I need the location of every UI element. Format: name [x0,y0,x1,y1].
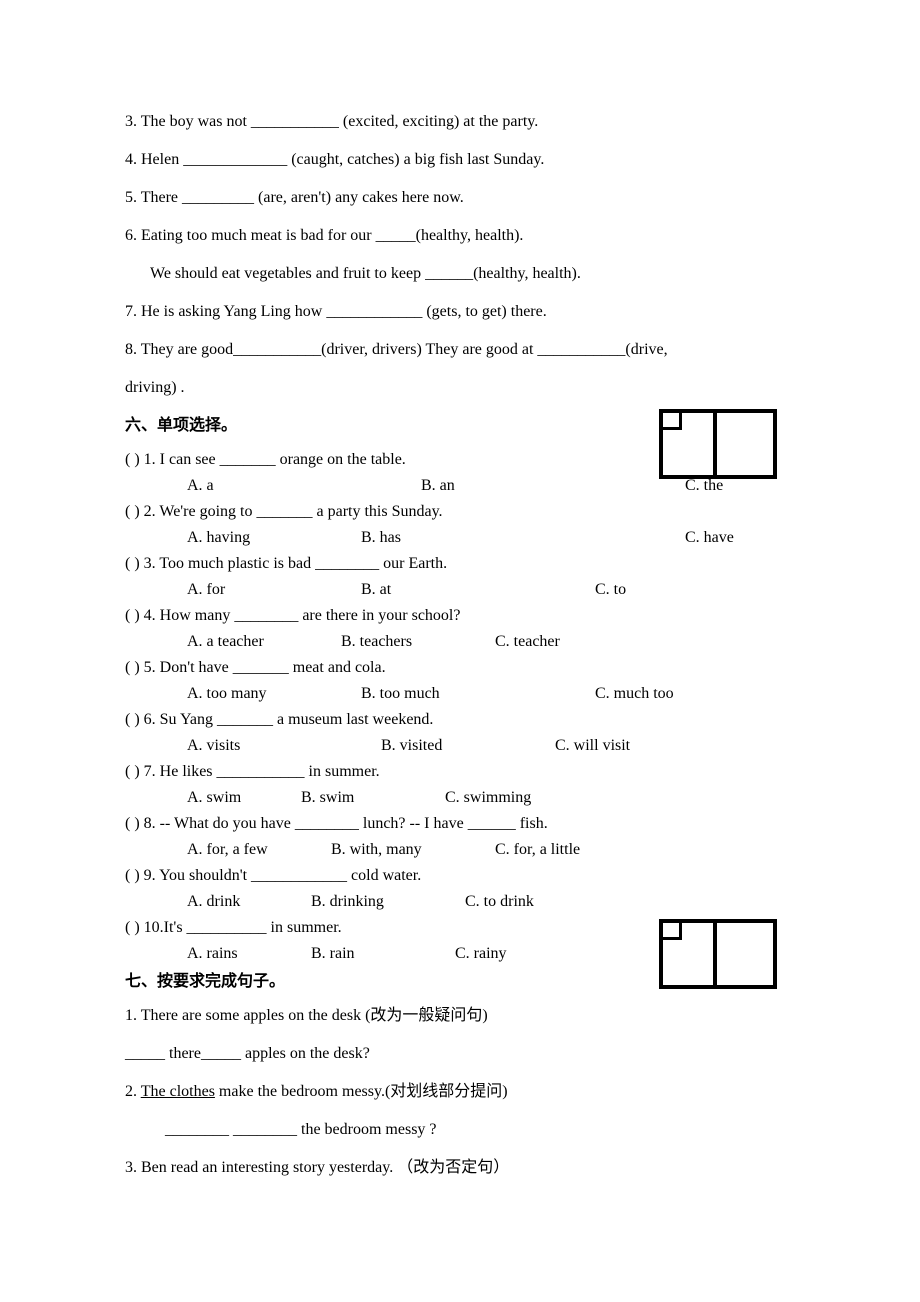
q7-3: 3. Ben read an interesting story yesterd… [125,1156,795,1180]
q5-6a: 6. Eating too much meat is bad for our _… [125,224,795,248]
q6-4-opts: A. a teacher B. teachers C. teacher [125,630,795,654]
q5-5: 5. There _________ (are, aren't) any cak… [125,186,795,210]
q6-6-stem: ( ) 6. Su Yang _______ a museum last wee… [125,708,795,732]
score-box-1-outer [659,409,777,479]
q6-3-a: A. for [187,578,357,602]
q6-7-opts: A. swim B. swim C. swimming [125,786,795,810]
q6-6-a: A. visits [187,734,377,758]
q6-3-c: C. to [595,578,626,602]
score-box-2-left [663,923,717,985]
q7-2a: 2. The clothes make the bedroom messy.(对… [125,1080,795,1104]
q6-5-stem: ( ) 5. Don't have _______ meat and cola. [125,656,795,680]
score-box-1-left [663,413,717,475]
q6-8-b: B. with, many [331,838,491,862]
q6-3-stem: ( ) 3. Too much plastic is bad ________ … [125,552,795,576]
q7-2b: ________ ________ the bedroom messy ? [125,1118,795,1142]
q7-1a: 1. There are some apples on the desk (改为… [125,1004,795,1028]
q6-2-c: C. have [685,526,734,550]
q6-7-stem: ( ) 7. He likes ___________ in summer. [125,760,795,784]
q7-2a-post: make the bedroom messy.(对划线部分提问) [215,1083,508,1100]
q6-9-opts: A. drink B. drinking C. to drink [125,890,795,914]
q6-3-opts: A. for B. at C. to [125,578,795,602]
q5-8b: driving) . [125,376,795,400]
q6-1-b: B. an [421,474,681,498]
q5-8a: 8. They are good___________(driver, driv… [125,338,795,362]
q6-7-c: C. swimming [445,786,531,810]
q6-9-c: C. to drink [465,890,534,914]
q6-10-a: A. rains [187,942,307,966]
q5-7: 7. He is asking Yang Ling how __________… [125,300,795,324]
q6-9-b: B. drinking [311,890,461,914]
q6-5-opts: A. too many B. too much C. much too [125,682,795,706]
q5-6b: We should eat vegetables and fruit to ke… [125,262,795,286]
q6-8-opts: A. for, a few B. with, many C. for, a li… [125,838,795,862]
q6-6-c: C. will visit [555,734,630,758]
score-box-2-outer [659,919,777,989]
q6-2-stem: ( ) 2. We're going to _______ a party th… [125,500,795,524]
q6-9-stem: ( ) 9. You shouldn't ____________ cold w… [125,864,795,888]
q6-3-b: B. at [361,578,591,602]
q6-4-b: B. teachers [341,630,491,654]
q6-6-b: B. visited [381,734,551,758]
score-box-2-inner [663,923,682,940]
worksheet-page: 3. The boy was not ___________ (excited,… [0,0,920,1302]
q7-1b: _____ there_____ apples on the desk? [125,1042,795,1066]
q6-5-b: B. too much [361,682,591,706]
q6-7-a: A. swim [187,786,297,810]
q6-8-c: C. for, a little [495,838,580,862]
q7-2a-underline: The clothes [141,1083,215,1100]
q6-8-stem: ( ) 8. -- What do you have ________ lunc… [125,812,795,836]
q6-5-c: C. much too [595,682,674,706]
q7-2a-pre: 2. [125,1083,141,1100]
q6-8-a: A. for, a few [187,838,327,862]
score-box-2 [659,919,777,989]
q6-2-b: B. has [361,526,681,550]
q6-2-a: A. having [187,526,357,550]
q5-4: 4. Helen _____________ (caught, catches)… [125,148,795,172]
q6-5-a: A. too many [187,682,357,706]
q6-2-opts: A. having B. has C. have [125,526,795,550]
q5-3: 3. The boy was not ___________ (excited,… [125,110,795,134]
q6-10-c: C. rainy [455,942,507,966]
q6-10-b: B. rain [311,942,451,966]
q6-6-opts: A. visits B. visited C. will visit [125,734,795,758]
q6-4-c: C. teacher [495,630,560,654]
q6-4-stem: ( ) 4. How many ________ are there in yo… [125,604,795,628]
q6-7-b: B. swim [301,786,441,810]
q6-4-a: A. a teacher [187,630,337,654]
q6-9-a: A. drink [187,890,307,914]
score-box-1-inner [663,413,682,430]
q6-1-a: A. a [187,474,417,498]
score-box-1 [659,409,777,479]
